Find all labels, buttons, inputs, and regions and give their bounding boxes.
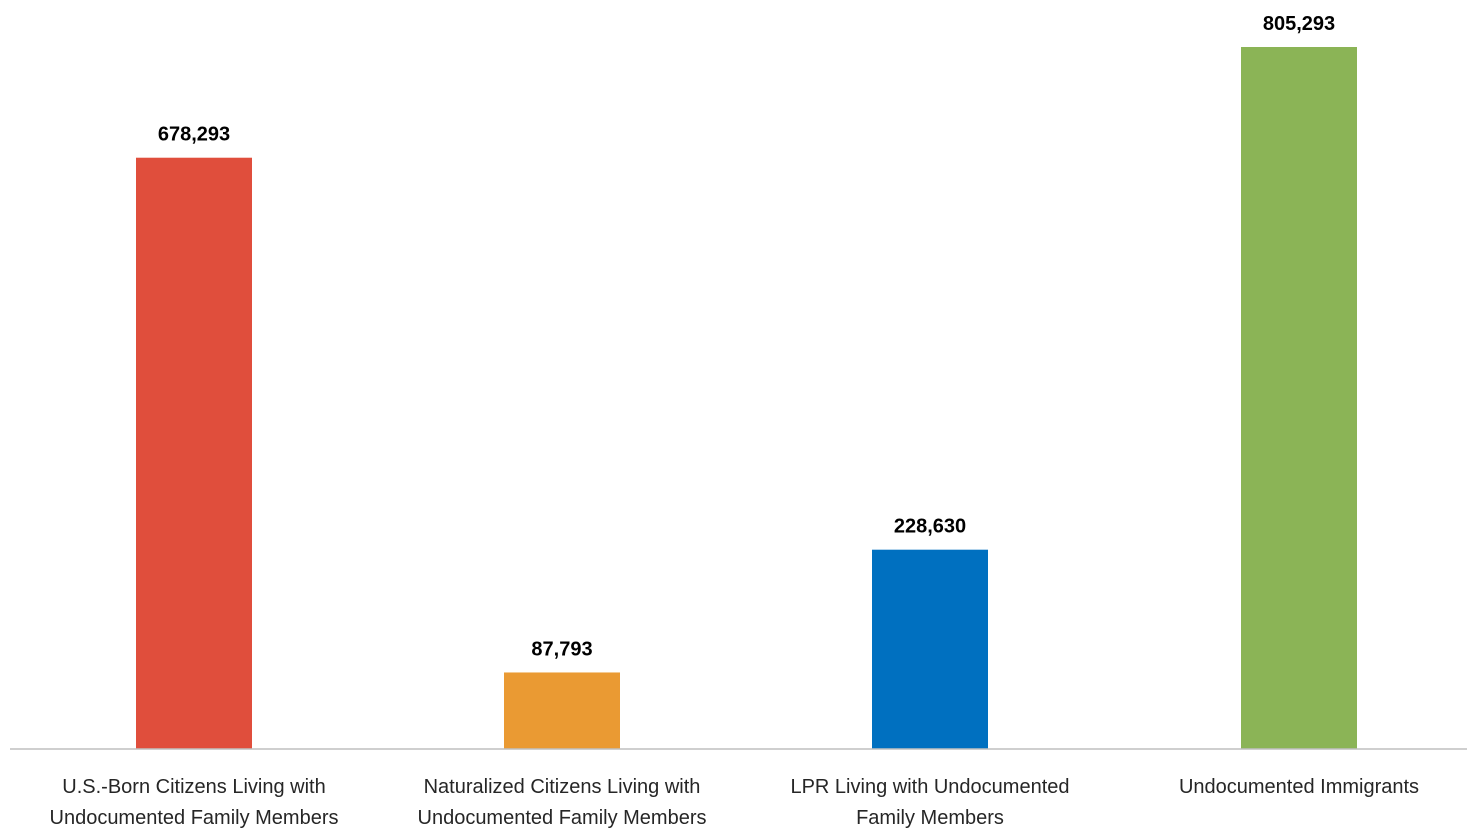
bar-value-label-4: 805,293 [1263,13,1335,35]
bar-1 [136,157,252,749]
value-labels-layer: 678,293 87,793 228,630 805,293 [158,13,1335,660]
category-label-4-line-1: Undocumented Immigrants [1179,776,1419,798]
bar-4 [1241,47,1357,749]
bar-3 [872,549,988,749]
category-label-3-line-1: LPR Living with Undocumented [790,776,1069,798]
category-label-2-line-2: Undocumented Family Members [418,807,707,829]
bar-value-label-1: 678,293 [158,124,230,146]
bar-value-label-3: 228,630 [894,516,966,538]
category-label-3-line-2: Family Members [856,807,1004,829]
category-label-2-line-1: Naturalized Citizens Living with [424,776,701,798]
category-label-1-line-1: U.S.-Born Citizens Living with [62,776,325,798]
category-label-1-line-2: Undocumented Family Members [50,807,339,829]
bars-layer [136,47,1357,749]
bar-2 [504,672,620,749]
bar-value-label-2: 87,793 [531,638,592,660]
category-labels-layer: U.S.-Born Citizens Living with Undocument… [50,776,1420,829]
